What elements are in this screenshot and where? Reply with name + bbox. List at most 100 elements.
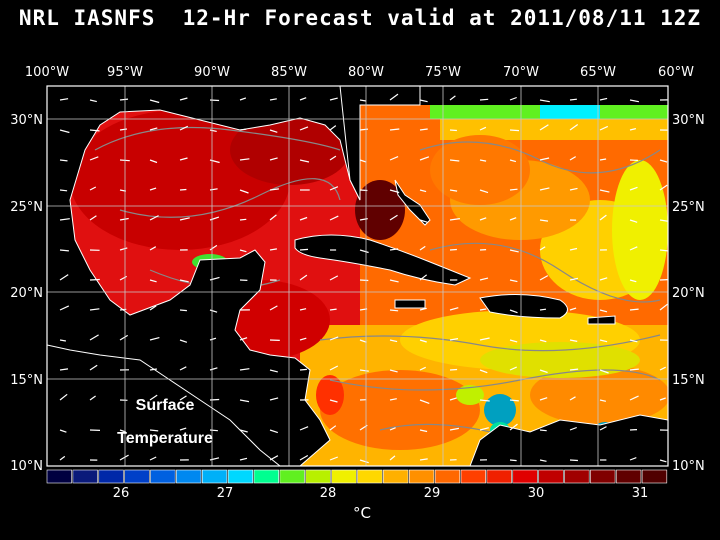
wind-arrow xyxy=(359,459,369,464)
wind-arrow xyxy=(389,455,396,461)
wind-arrow xyxy=(419,339,427,343)
wind-arrow xyxy=(359,128,368,131)
wind-arrow xyxy=(329,399,338,403)
colorbar-swatch xyxy=(331,469,357,484)
wind-arrow xyxy=(629,457,637,461)
colorbar-swatch xyxy=(590,469,616,484)
wind-arrow xyxy=(389,189,400,194)
colorbar-swatch xyxy=(46,469,72,484)
wind-arrow xyxy=(509,399,519,402)
wind-arrow xyxy=(389,214,398,221)
wind-arrow xyxy=(659,397,666,401)
wind-arrow xyxy=(239,189,249,194)
colorbar-swatch xyxy=(615,469,642,484)
wind-arrow xyxy=(299,426,309,431)
wind-arrow xyxy=(329,186,339,191)
wind-arrow xyxy=(539,339,547,343)
wind-arrow xyxy=(419,245,426,251)
colorbar-swatch xyxy=(72,469,98,484)
wind-arrow xyxy=(449,397,457,401)
colorbar-swatch xyxy=(512,469,538,484)
wind-arrow xyxy=(59,393,68,401)
colorbar-swatch xyxy=(357,469,383,484)
hispaniola-land xyxy=(479,293,568,319)
wind-arrow xyxy=(179,339,188,343)
colorbar-swatch xyxy=(460,469,486,484)
lat-tick-left: 10°N xyxy=(10,459,43,474)
wind-arrow xyxy=(419,189,427,193)
wind-arrow xyxy=(599,277,608,281)
wind-arrow xyxy=(329,275,339,281)
colorbar-swatch xyxy=(408,469,435,484)
wind-arrow xyxy=(629,368,639,371)
lon-tick: 85°W xyxy=(271,65,307,80)
wind-arrow xyxy=(539,219,549,222)
colorbar-swatch xyxy=(434,469,461,484)
wind-arrow xyxy=(389,279,399,283)
wind-arrow xyxy=(569,277,579,281)
wind-arrow xyxy=(599,214,607,221)
colorbar-swatch xyxy=(176,469,202,484)
wind-arrow xyxy=(479,427,489,431)
wind-arrow xyxy=(179,97,188,101)
wind-arrow xyxy=(209,129,217,132)
wind-arrow xyxy=(449,368,458,371)
wind-arrow xyxy=(509,309,518,314)
lat-tick-right: 30°N xyxy=(672,113,705,128)
wind-arrow xyxy=(269,129,278,133)
lat-tick-left: 25°N xyxy=(10,200,43,215)
wind-arrow xyxy=(359,369,369,372)
lon-tick: 100°W xyxy=(25,65,69,80)
colorbar-label: 26 xyxy=(113,486,130,501)
lat-tick-right: 25°N xyxy=(672,200,705,215)
wind-arrow xyxy=(419,429,428,433)
lat-tick-left: 30°N xyxy=(10,113,43,128)
wind-arrow xyxy=(359,339,367,343)
wind-arrow xyxy=(329,425,337,431)
wind-arrow xyxy=(599,369,609,374)
colorbar-swatch xyxy=(641,469,668,484)
wind-arrow xyxy=(179,188,187,191)
wind-arrow xyxy=(299,126,309,131)
wind-arrow xyxy=(299,97,307,101)
wind-arrow xyxy=(569,426,577,431)
wind-arrow xyxy=(119,334,129,341)
wind-arrow xyxy=(509,339,518,343)
wind-arrow xyxy=(209,188,218,191)
wind-arrow xyxy=(599,125,609,131)
map-frame xyxy=(46,85,669,467)
wind-arrow xyxy=(149,305,157,311)
wind-arrow xyxy=(629,339,638,343)
wind-arrow xyxy=(299,159,310,163)
wind-arrow xyxy=(629,279,637,283)
wind-arrow xyxy=(599,309,608,313)
puerto-rico-land xyxy=(587,315,616,325)
wind-arrow xyxy=(239,128,247,131)
wind-arrow xyxy=(209,309,218,313)
wind-arrow xyxy=(209,337,217,341)
wind-arrow xyxy=(419,366,426,371)
wind-arrow xyxy=(59,249,69,252)
colorbar-swatch xyxy=(564,469,590,484)
wind-arrow xyxy=(389,427,396,431)
wind-arrow xyxy=(269,157,278,161)
wind-arrow xyxy=(569,247,578,251)
wind-arrow xyxy=(329,215,339,221)
wind-arrow xyxy=(569,307,577,311)
wind-arrow xyxy=(179,366,187,371)
wind-arrow xyxy=(269,429,278,434)
wind-arrow xyxy=(149,456,157,461)
wind-arrow xyxy=(479,217,487,221)
wind-arrow xyxy=(419,307,427,311)
wind-arrow xyxy=(389,398,397,401)
wind-arrow xyxy=(89,129,100,132)
wind-arrow xyxy=(119,247,128,251)
wind-arrow xyxy=(479,337,490,341)
wind-arrow xyxy=(539,397,548,401)
wind-arrow xyxy=(149,159,158,164)
wind-arrow xyxy=(299,274,308,281)
lon-tick: 95°W xyxy=(107,65,143,80)
wind-arrow xyxy=(479,189,489,194)
wind-arrow xyxy=(269,369,278,373)
wind-arrow xyxy=(539,429,547,432)
